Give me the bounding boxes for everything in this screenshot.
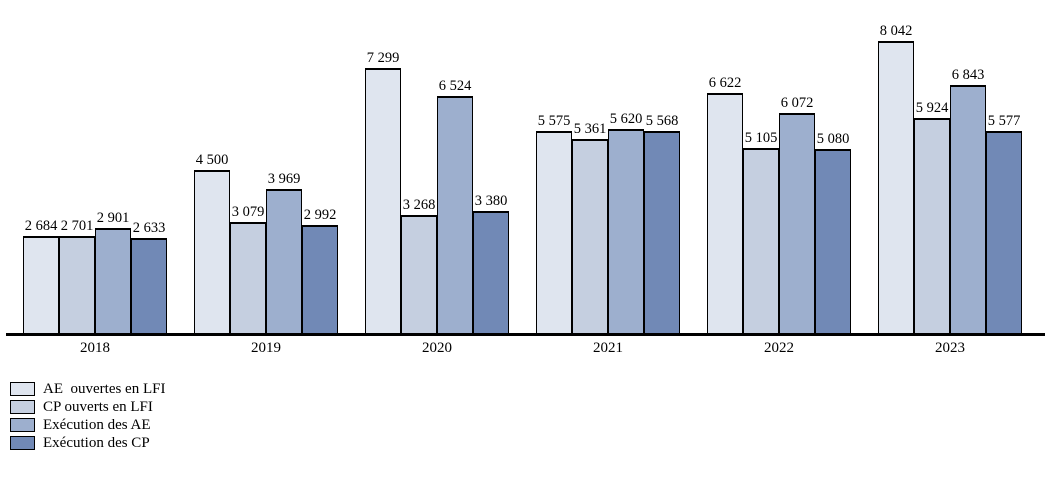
bar-2018-s3 — [131, 238, 167, 334]
bar-2018-s1 — [59, 236, 95, 334]
legend-swatch-icon — [10, 400, 35, 414]
legend-swatch-icon — [10, 382, 35, 396]
value-label: 5 080 — [816, 131, 850, 147]
bar-2020-s3 — [473, 211, 509, 334]
value-label: 2 992 — [303, 207, 337, 223]
bar-2019-s3 — [302, 225, 338, 334]
bar-2018-s2 — [95, 228, 131, 334]
legend-swatch-icon — [10, 436, 35, 450]
value-label: 7 299 — [366, 50, 400, 66]
value-label: 3 079 — [231, 204, 265, 220]
value-label: 3 268 — [402, 197, 436, 213]
value-label: 5 924 — [915, 100, 949, 116]
value-label: 8 042 — [879, 23, 913, 39]
legend-item-2: Exécution des AE — [10, 416, 165, 434]
value-label: 3 969 — [267, 171, 301, 187]
bar-2020-s0 — [365, 68, 401, 334]
year-label-2022: 2022 — [764, 340, 794, 356]
value-label: 5 105 — [744, 130, 778, 146]
year-label-2018: 2018 — [80, 340, 110, 356]
bar-2021-s2 — [608, 129, 644, 334]
value-label: 2 684 — [24, 218, 58, 234]
bar-2023-s0 — [878, 41, 914, 334]
bar-2022-s2 — [779, 113, 815, 334]
value-label: 3 380 — [474, 193, 508, 209]
year-label-2021: 2021 — [593, 340, 623, 356]
bar-2022-s1 — [743, 148, 779, 334]
bar-2023-s3 — [986, 131, 1022, 334]
value-label: 2 701 — [60, 218, 94, 234]
legend-item-0: AE ouvertes en LFI — [10, 380, 165, 398]
value-label: 2 633 — [132, 220, 166, 236]
x-axis-line — [6, 333, 1045, 336]
legend-item-3: Exécution des CP — [10, 434, 165, 452]
value-label: 5 575 — [537, 113, 571, 129]
year-label-2020: 2020 — [422, 340, 452, 356]
value-label: 5 577 — [987, 113, 1021, 129]
value-label: 6 524 — [438, 78, 472, 94]
legend-label: Exécution des CP — [43, 434, 150, 451]
bar-2019-s1 — [230, 222, 266, 334]
value-label: 4 500 — [195, 152, 229, 168]
value-label: 6 843 — [951, 67, 985, 83]
legend-item-1: CP ouverts en LFI — [10, 398, 165, 416]
bar-2021-s1 — [572, 139, 608, 334]
legend-label: CP ouverts en LFI — [43, 398, 153, 415]
legend-label: AE ouvertes en LFI — [43, 380, 166, 397]
value-label: 5 620 — [609, 111, 643, 127]
bar-2023-s1 — [914, 118, 950, 334]
year-label-2019: 2019 — [251, 340, 281, 356]
bar-2019-s2 — [266, 189, 302, 334]
bar-2023-s2 — [950, 85, 986, 334]
bar-2022-s0 — [707, 93, 743, 334]
bar-2018-s0 — [23, 236, 59, 334]
value-label: 6 072 — [780, 95, 814, 111]
chart-legend: AE ouvertes en LFI CP ouverts en LFI Exécu… — [10, 380, 165, 452]
bar-2022-s3 — [815, 149, 851, 334]
value-label: 6 622 — [708, 75, 742, 91]
bar-2021-s3 — [644, 131, 680, 334]
bar-2020-s1 — [401, 215, 437, 334]
bar-2020-s2 — [437, 96, 473, 334]
bar-2021-s0 — [536, 131, 572, 334]
value-label: 5 568 — [645, 113, 679, 129]
value-label: 5 361 — [573, 121, 607, 137]
plot-area: 2 684 2 701 2 901 2 633 4 500 3 079 3 969 2 992… — [23, 23, 1022, 334]
legend-swatch-icon — [10, 418, 35, 432]
value-label: 2 901 — [96, 210, 130, 226]
bar-2019-s0 — [194, 170, 230, 334]
legend-label: Exécution des AE — [43, 416, 151, 433]
year-label-2023: 2023 — [935, 340, 965, 356]
